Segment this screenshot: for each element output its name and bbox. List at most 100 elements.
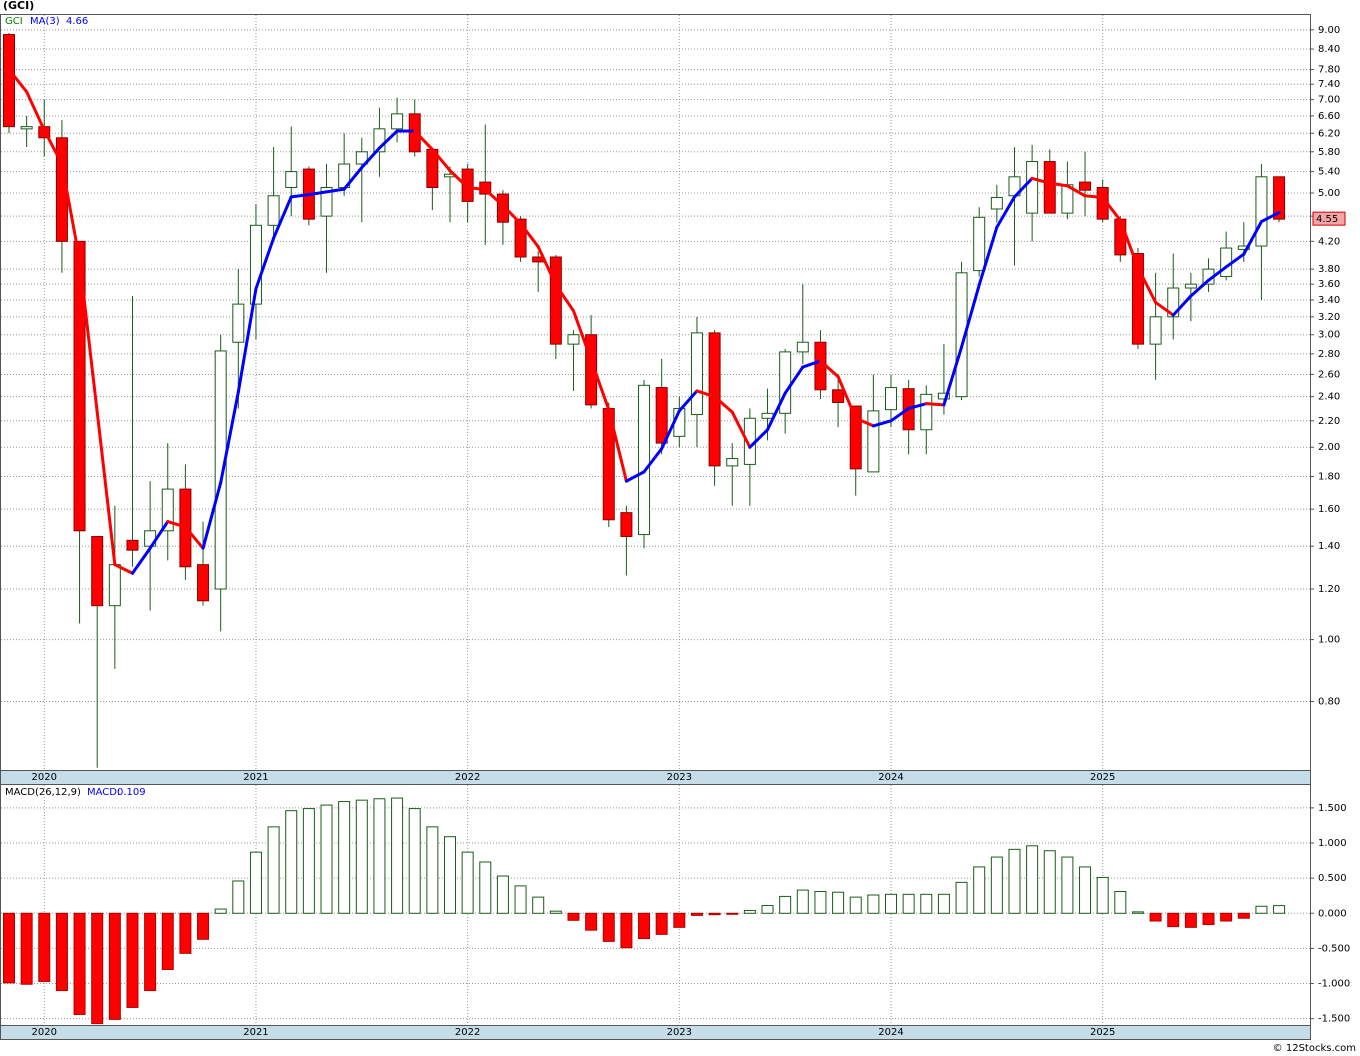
y-tick-label: 2.60 (1318, 369, 1340, 380)
ma-line (501, 203, 523, 225)
x-tick-label: 2023 (667, 772, 692, 783)
candle-body (885, 387, 897, 411)
macd-bar (197, 912, 210, 940)
candle-body (1079, 181, 1092, 191)
candle-body (267, 195, 280, 226)
y-tick-label: -1.500 (1318, 1014, 1350, 1025)
candle-body (91, 535, 104, 607)
ma-line (448, 169, 470, 189)
y-tick-label: 0.000 (1318, 908, 1347, 919)
y-tick-label: 1.00 (1318, 635, 1340, 646)
ma-line (1012, 176, 1034, 199)
macd-bar (391, 797, 404, 914)
macd-bar (3, 912, 15, 984)
macd-bar (73, 912, 86, 1015)
y-tick-label: 1.20 (1318, 584, 1340, 595)
macd-bar (726, 912, 739, 915)
macd-bar (1273, 905, 1286, 914)
candle-body (1184, 283, 1197, 289)
x-tick-label: 2024 (878, 772, 903, 783)
y-tick-label: 7.40 (1318, 79, 1340, 90)
ma-line (1224, 252, 1246, 269)
candle-body (849, 405, 862, 470)
candle-body (1026, 161, 1039, 214)
ma-line (1171, 294, 1193, 317)
y-tick-label: 6.20 (1318, 128, 1340, 139)
macd-bar (743, 909, 756, 914)
ma-line (589, 358, 611, 412)
candle-body (1167, 287, 1180, 318)
macd-bar (338, 801, 351, 914)
macd-bar (1220, 912, 1233, 922)
y-tick-label: 5.40 (1318, 167, 1340, 178)
ma-line (1048, 181, 1069, 188)
candle-body (920, 393, 933, 431)
y-tick-label: 1.60 (1318, 504, 1340, 515)
candle-body (1273, 176, 1286, 220)
macd-bar (1167, 912, 1180, 928)
macd-bar (673, 912, 686, 928)
price-frame (0, 14, 1311, 771)
macd-bar (761, 905, 774, 914)
candle-body (355, 151, 368, 165)
macd-bar (549, 910, 562, 914)
ma-line (113, 563, 134, 575)
macd-bar (1043, 850, 1056, 914)
macd-bar (126, 912, 139, 1008)
candle-body (567, 334, 580, 345)
x-tick-label: 2021 (243, 1027, 268, 1038)
candle-body (1255, 176, 1268, 247)
candle-body (20, 126, 33, 130)
macd-bar (814, 891, 827, 914)
ma-line (325, 187, 346, 194)
x-tick-label: 2020 (32, 1027, 57, 1038)
macd-bar (55, 912, 68, 992)
x-tick-label: 2022 (455, 772, 480, 783)
ma-line (818, 359, 840, 379)
candle-body (391, 113, 404, 130)
ma-line (166, 520, 187, 529)
candle-body (285, 171, 298, 188)
macd-bar (779, 895, 792, 914)
macd-bar (1079, 866, 1092, 914)
macd-bar (602, 912, 615, 942)
x-tick-label: 2025 (1090, 1027, 1115, 1038)
ma-line (377, 129, 399, 150)
x-tick-label: 2021 (243, 772, 268, 783)
ma-line (1189, 278, 1211, 298)
last-price: 4.55 (1316, 214, 1338, 225)
ma-line (660, 409, 681, 451)
ma-line (483, 188, 505, 207)
macd-bar (38, 912, 51, 982)
candle-body (373, 128, 386, 153)
legend-ma-value: 4.66 (66, 16, 88, 27)
macd-bar (532, 896, 545, 914)
ma-line (413, 129, 434, 151)
macd-bar (496, 875, 509, 914)
x-tick-label: 2020 (32, 772, 57, 783)
candle-body (1220, 247, 1233, 278)
y-tick-label: 3.20 (1318, 312, 1340, 323)
macd-bar (267, 826, 280, 914)
ma-line (713, 395, 734, 414)
y-tick-label: 4.20 (1318, 236, 1340, 247)
candle-body (761, 412, 774, 419)
candle-body (638, 384, 651, 536)
ma-line (466, 185, 487, 192)
macd-bar (1237, 912, 1250, 919)
ma-line (1065, 184, 1087, 198)
ma-line (871, 419, 893, 428)
ma-line (748, 428, 770, 449)
ma-line (960, 283, 981, 349)
candle-body (1131, 253, 1144, 345)
macd-bar (179, 912, 192, 954)
ma-line (342, 166, 364, 191)
candle-body (655, 387, 668, 444)
y-tick-label: 1.500 (1318, 803, 1347, 814)
ma-line (95, 410, 117, 567)
macd-bar (567, 912, 580, 921)
y-tick-label: 2.00 (1318, 442, 1340, 453)
macd-bar (1114, 891, 1127, 914)
ma-line (25, 90, 46, 132)
